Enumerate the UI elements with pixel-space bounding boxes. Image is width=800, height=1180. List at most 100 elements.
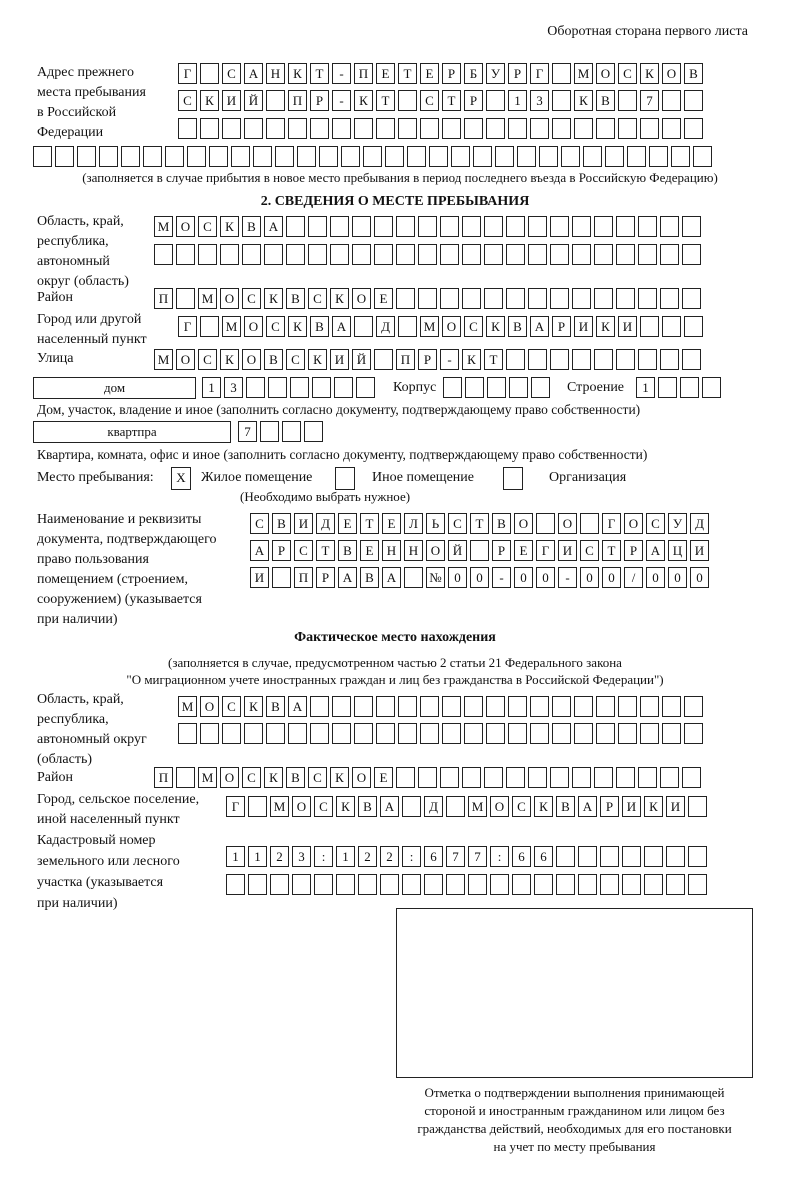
- char-cell[interactable]: [693, 146, 712, 167]
- char-cell[interactable]: [341, 146, 360, 167]
- char-cell[interactable]: [440, 216, 459, 237]
- char-cell[interactable]: 0: [448, 567, 467, 588]
- char-cell[interactable]: П: [354, 63, 373, 84]
- char-cell[interactable]: [616, 288, 635, 309]
- char-cell[interactable]: [332, 696, 351, 717]
- char-cell[interactable]: 0: [602, 567, 621, 588]
- char-cell[interactable]: 3: [530, 90, 549, 111]
- char-cell[interactable]: В: [338, 540, 357, 561]
- char-cell[interactable]: [583, 146, 602, 167]
- char-cell[interactable]: Е: [374, 288, 393, 309]
- char-cell[interactable]: [530, 696, 549, 717]
- char-cell[interactable]: [288, 118, 307, 139]
- char-cell[interactable]: [638, 216, 657, 237]
- char-cell[interactable]: [627, 146, 646, 167]
- char-cell[interactable]: М: [270, 796, 289, 817]
- char-cell[interactable]: [616, 216, 635, 237]
- char-cell[interactable]: Д: [690, 513, 709, 534]
- char-cell[interactable]: [418, 244, 437, 265]
- char-cell[interactable]: С: [448, 513, 467, 534]
- char-cell[interactable]: С: [294, 540, 313, 561]
- char-cell[interactable]: И: [250, 567, 269, 588]
- char-cell[interactable]: Н: [404, 540, 423, 561]
- char-cell[interactable]: М: [574, 63, 593, 84]
- char-cell[interactable]: [574, 118, 593, 139]
- char-cell[interactable]: Г: [536, 540, 555, 561]
- char-cell[interactable]: :: [402, 846, 421, 867]
- char-cell[interactable]: [376, 696, 395, 717]
- char-cell[interactable]: [402, 796, 421, 817]
- char-cell[interactable]: [622, 846, 641, 867]
- char-cell[interactable]: [282, 421, 301, 442]
- char-cell[interactable]: [596, 696, 615, 717]
- char-cell[interactable]: [330, 216, 349, 237]
- char-cell[interactable]: [578, 846, 597, 867]
- char-cell[interactable]: А: [264, 216, 283, 237]
- char-cell[interactable]: О: [514, 513, 533, 534]
- char-cell[interactable]: В: [684, 63, 703, 84]
- char-cell[interactable]: [506, 216, 525, 237]
- char-cell[interactable]: [508, 723, 527, 744]
- char-cell[interactable]: [484, 288, 503, 309]
- char-cell[interactable]: [684, 723, 703, 744]
- char-cell[interactable]: С: [222, 63, 241, 84]
- char-cell[interactable]: К: [200, 90, 219, 111]
- actual-region-row-2[interactable]: [178, 723, 703, 744]
- char-cell[interactable]: О: [352, 288, 371, 309]
- char-cell[interactable]: У: [486, 63, 505, 84]
- char-cell[interactable]: А: [646, 540, 665, 561]
- char-cell[interactable]: [528, 244, 547, 265]
- char-cell[interactable]: [304, 421, 323, 442]
- char-cell[interactable]: [429, 146, 448, 167]
- char-cell[interactable]: Р: [508, 63, 527, 84]
- char-cell[interactable]: [332, 723, 351, 744]
- char-cell[interactable]: Е: [360, 540, 379, 561]
- char-cell[interactable]: [404, 567, 423, 588]
- char-cell[interactable]: 1: [336, 846, 355, 867]
- char-cell[interactable]: [688, 846, 707, 867]
- char-cell[interactable]: М: [154, 349, 173, 370]
- char-cell[interactable]: [530, 723, 549, 744]
- char-cell[interactable]: М: [420, 316, 439, 337]
- prev-address-row-4[interactable]: [33, 146, 712, 167]
- char-cell[interactable]: В: [266, 696, 285, 717]
- char-cell[interactable]: [660, 244, 679, 265]
- char-cell[interactable]: [530, 118, 549, 139]
- char-cell[interactable]: К: [288, 316, 307, 337]
- char-cell[interactable]: К: [330, 288, 349, 309]
- house-type-field[interactable]: дом: [33, 377, 196, 399]
- char-cell[interactable]: Т: [398, 63, 417, 84]
- char-cell[interactable]: Е: [374, 767, 393, 788]
- char-cell[interactable]: [352, 244, 371, 265]
- char-cell[interactable]: 0: [646, 567, 665, 588]
- char-cell[interactable]: [451, 146, 470, 167]
- char-cell[interactable]: О: [442, 316, 461, 337]
- char-cell[interactable]: [618, 723, 637, 744]
- char-cell[interactable]: Й: [244, 90, 263, 111]
- char-cell[interactable]: О: [558, 513, 577, 534]
- char-cell[interactable]: [55, 146, 74, 167]
- char-cell[interactable]: О: [662, 63, 681, 84]
- char-cell[interactable]: [402, 874, 421, 895]
- char-cell[interactable]: 7: [468, 846, 487, 867]
- char-cell[interactable]: [660, 216, 679, 237]
- char-cell[interactable]: И: [294, 513, 313, 534]
- char-cell[interactable]: Д: [424, 796, 443, 817]
- char-cell[interactable]: [484, 767, 503, 788]
- char-cell[interactable]: О: [242, 349, 261, 370]
- char-cell[interactable]: [528, 288, 547, 309]
- stay-option-organization-checkbox[interactable]: [503, 467, 523, 490]
- char-cell[interactable]: [418, 767, 437, 788]
- char-cell[interactable]: [644, 846, 663, 867]
- char-cell[interactable]: [253, 146, 272, 167]
- char-cell[interactable]: [398, 118, 417, 139]
- char-cell[interactable]: В: [360, 567, 379, 588]
- char-cell[interactable]: А: [578, 796, 597, 817]
- char-cell[interactable]: [688, 796, 707, 817]
- char-cell[interactable]: [506, 767, 525, 788]
- char-cell[interactable]: Л: [404, 513, 423, 534]
- doc-row-3[interactable]: И П Р А В А № 0 0-0 0-0 0/0 0 0: [250, 567, 709, 588]
- char-cell[interactable]: [396, 244, 415, 265]
